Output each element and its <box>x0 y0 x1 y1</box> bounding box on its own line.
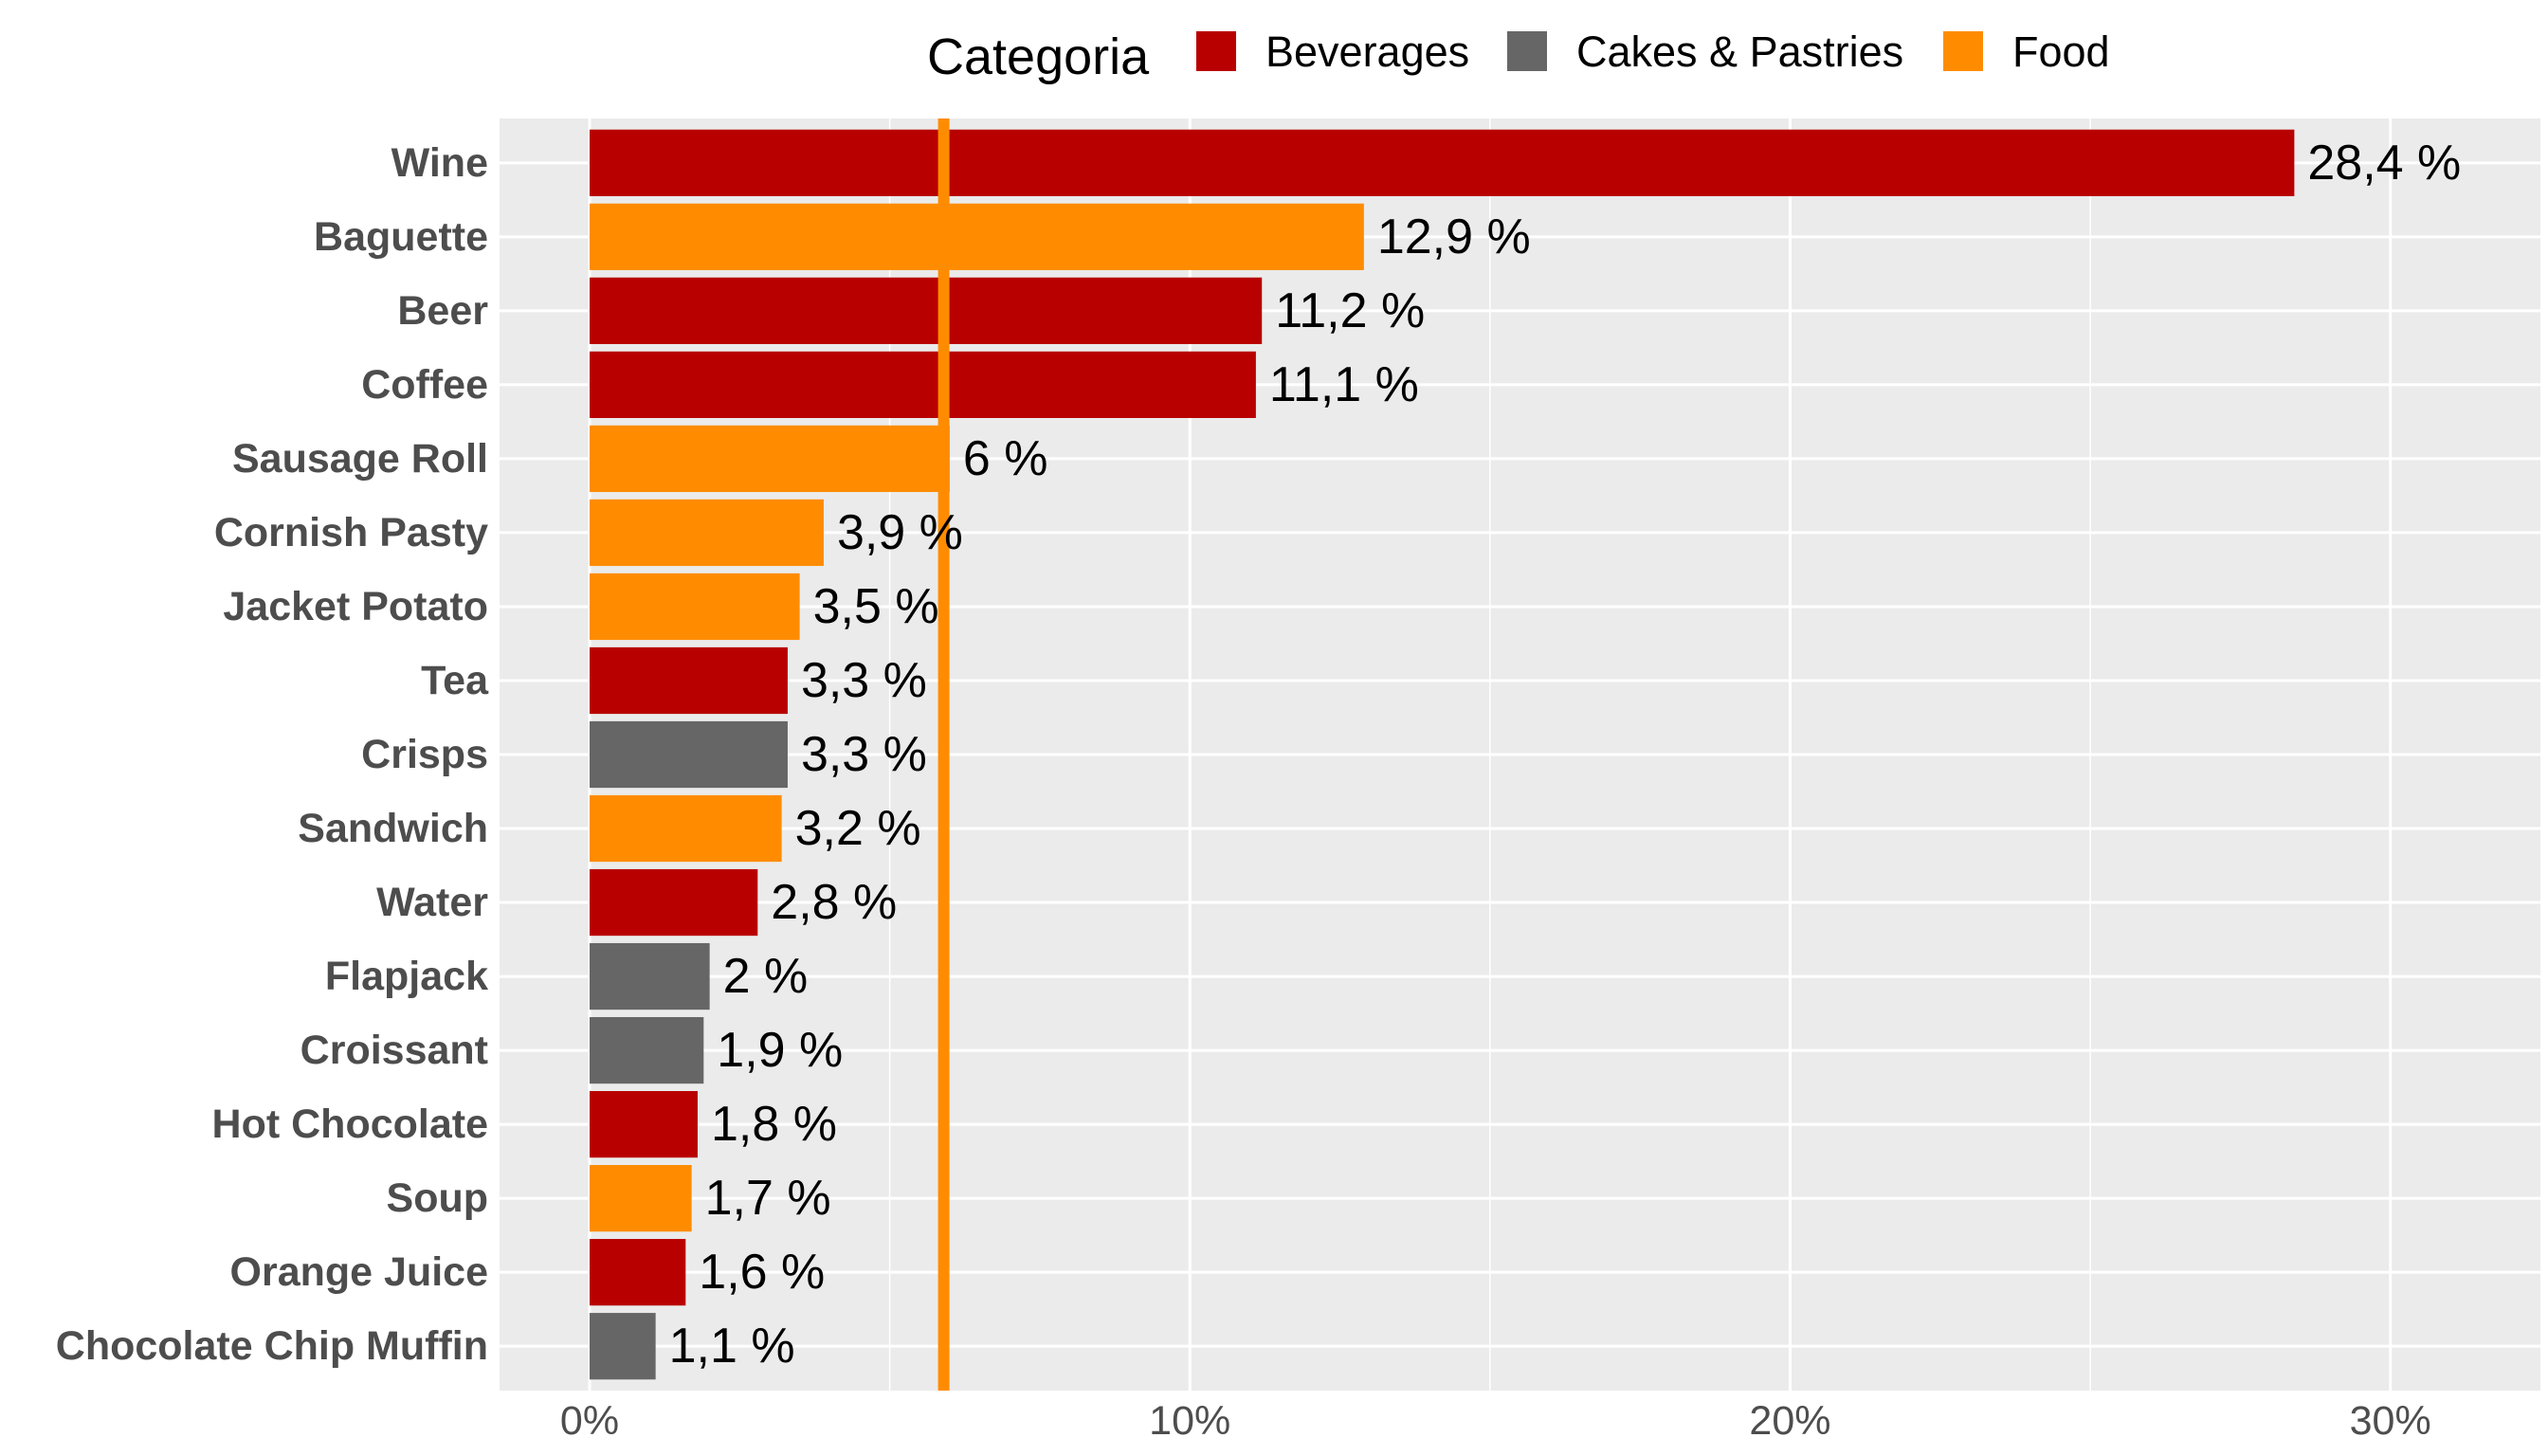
bar-croissant <box>589 1016 704 1084</box>
category-label: Water <box>376 880 488 925</box>
data-label: 1,7 % <box>705 1171 831 1226</box>
data-labels: 28,4 % 12,9 % 11,2 % 11,1 % 6 %3,9 % 3,5 % 3,3… <box>669 136 2462 1374</box>
data-label: 6 % <box>963 431 1048 486</box>
bar-tea <box>589 646 788 715</box>
data-label: 1,1 % <box>669 1319 795 1374</box>
x-tick-label: 20% <box>1749 1398 1830 1444</box>
legend-key <box>1943 31 1983 71</box>
data-label: 3,2 % <box>795 801 921 856</box>
bar-crisps <box>589 720 788 789</box>
category-label: Flapjack <box>325 954 488 999</box>
bar-hot-chocolate <box>589 1091 698 1158</box>
category-label: Tea <box>421 658 489 703</box>
data-label: 28,4 % <box>2307 136 2461 191</box>
category-label: Sausage Roll <box>232 436 488 482</box>
category-label: Jacket Potato <box>223 584 488 629</box>
bar-orange-juice <box>589 1239 686 1306</box>
bars <box>589 129 2295 1380</box>
x-tick-labels: 0% 10% 20% 30% <box>560 1398 2431 1444</box>
data-label: 3,3 % <box>801 653 927 708</box>
x-tick-label: 30% <box>2350 1398 2431 1444</box>
category-label: Sandwich <box>298 806 488 851</box>
category-label: Beer <box>397 288 488 334</box>
category-labels: Wine Baguette Beer Coffee Sausage Roll Cornis… <box>56 140 489 1369</box>
bar-flapjack <box>589 942 710 1010</box>
category-label: Chocolate Chip Muffin <box>56 1323 488 1369</box>
bar-cornish-pasty <box>589 499 824 567</box>
data-label: 3,9 % <box>837 505 963 560</box>
category-label: Coffee <box>361 362 488 408</box>
data-label: 2,8 % <box>771 875 897 930</box>
data-label: 2 % <box>723 949 809 1004</box>
legend-label: Cakes & Pastries <box>1576 27 1903 76</box>
bar-sandwich <box>589 794 782 863</box>
bar-coffee <box>589 351 1256 418</box>
legend: Categoria Beverages Cakes & Pastries Food <box>927 27 2110 85</box>
bar-jacket-potato <box>589 573 800 641</box>
legend-label: Beverages <box>1265 27 1469 76</box>
category-label: Orange Juice <box>230 1249 488 1295</box>
bar-sausage-roll <box>589 425 950 493</box>
category-label: Soup <box>387 1175 488 1221</box>
category-label: Croissant <box>300 1028 488 1073</box>
data-label: 12,9 % <box>1377 209 1531 264</box>
data-label: 1,8 % <box>711 1097 837 1152</box>
bar-wine <box>589 129 2295 196</box>
bar-chocolate-chip-muffin <box>589 1313 656 1380</box>
data-label: 11,1 % <box>1269 357 1419 412</box>
data-label: 1,6 % <box>699 1245 825 1300</box>
data-label: 3,5 % <box>813 579 939 634</box>
legend-title: Categoria <box>927 28 1150 85</box>
bar-baguette <box>589 203 1364 270</box>
data-label: 1,9 % <box>717 1023 843 1078</box>
legend-key <box>1196 31 1236 71</box>
legend-key <box>1507 31 1547 71</box>
bar-water <box>589 868 758 937</box>
bar-beer <box>589 277 1263 344</box>
x-tick-label: 10% <box>1149 1398 1230 1444</box>
legend-label: Food <box>2012 27 2110 76</box>
data-label: 11,2 % <box>1275 283 1425 338</box>
bar-soup <box>589 1165 692 1232</box>
x-tick-label: 0% <box>560 1398 619 1444</box>
category-label: Cornish Pasty <box>214 510 488 555</box>
category-label: Hot Chocolate <box>212 1101 488 1147</box>
category-label: Crisps <box>361 732 488 777</box>
category-label: Wine <box>391 140 488 186</box>
category-label: Baguette <box>314 214 488 260</box>
data-label: 3,3 % <box>801 727 927 782</box>
